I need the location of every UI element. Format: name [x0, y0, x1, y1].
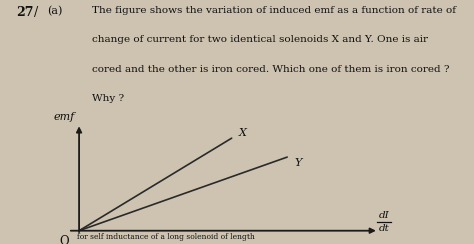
- Text: Why ?: Why ?: [92, 94, 125, 103]
- Text: change of current for two identical solenoids X and Y. One is air: change of current for two identical sole…: [92, 35, 428, 44]
- Text: Y: Y: [294, 158, 301, 168]
- Text: /: /: [34, 6, 38, 19]
- Text: dI: dI: [379, 211, 390, 220]
- Text: The figure shows the variation of induced emf as a function of rate of: The figure shows the variation of induce…: [92, 6, 456, 15]
- Text: (a): (a): [47, 6, 63, 16]
- Text: 27: 27: [17, 6, 34, 19]
- Text: O: O: [59, 235, 69, 244]
- Text: X: X: [238, 128, 246, 138]
- Text: for self inductance of a long solenoid of length: for self inductance of a long solenoid o…: [77, 233, 255, 241]
- Text: cored and the other is iron cored. Which one of them is iron cored ?: cored and the other is iron cored. Which…: [92, 65, 450, 74]
- Text: dt: dt: [379, 224, 390, 234]
- Text: emf: emf: [53, 112, 74, 122]
